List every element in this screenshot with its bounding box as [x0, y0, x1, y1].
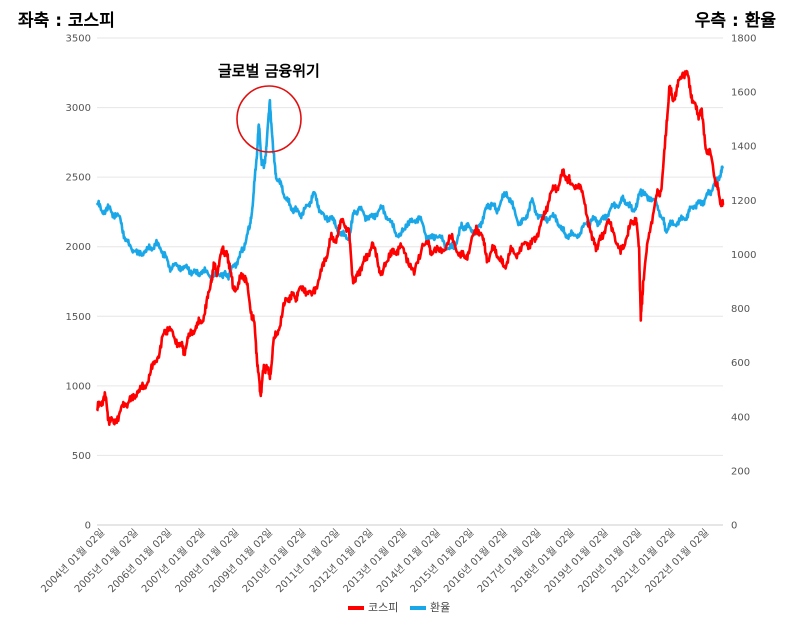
- x-tick-label: 2013년 01월 02일: [341, 527, 409, 595]
- series-line-right: [95, 98, 724, 281]
- x-tick-label: 2020년 01월 02일: [576, 527, 644, 595]
- x-tick-label: 2010년 01월 02일: [240, 527, 308, 595]
- legend: 코스피 환율: [348, 601, 450, 614]
- right-axis-title: 우측 : 환율: [695, 11, 777, 31]
- right-y-axis: 0 200 400 600 800 1000 1200 1400 1600 1800: [731, 34, 756, 532]
- x-tick-label: 2006년 01월 02일: [106, 527, 174, 595]
- left-tick-label: 2000: [66, 242, 91, 253]
- x-tick-label: 2004년 01월 02일: [39, 527, 107, 595]
- right-tick-label: 1800: [731, 34, 756, 45]
- crisis-annotation: 글로벌 금융위기: [218, 62, 320, 80]
- left-tick-label: 2500: [66, 173, 91, 184]
- x-tick-label: 2014년 01월 02일: [374, 527, 442, 595]
- legend-label: 환율: [430, 601, 450, 614]
- left-tick-label: 3000: [66, 103, 91, 114]
- right-tick-label: 800: [731, 304, 750, 315]
- right-tick-label: 1200: [731, 196, 756, 207]
- left-tick-label: 0: [85, 521, 91, 532]
- left-axis-title: 좌축 : 코스피: [18, 11, 115, 31]
- left-tick-label: 3500: [66, 34, 91, 45]
- crisis-highlight-circle: [236, 85, 302, 153]
- x-tick-label: 2021년 01월 02일: [609, 527, 677, 595]
- left-y-axis: 0 500 1000 1500 2000 2500 3000 3500: [66, 34, 91, 532]
- legend-swatch: [410, 606, 426, 610]
- x-tick-label: 2022년 01월 02일: [643, 527, 711, 595]
- right-tick-label: 1600: [731, 88, 756, 99]
- grid-lines: [97, 37, 723, 526]
- right-tick-label: 600: [731, 358, 750, 369]
- x-tick-label: 2015년 01월 02일: [408, 527, 476, 595]
- right-tick-label: 1400: [731, 142, 756, 153]
- left-tick-label: 1500: [66, 312, 91, 323]
- x-tick-label: 2009년 01월 02일: [206, 527, 274, 595]
- x-tick-label: 2007년 01월 02일: [139, 527, 207, 595]
- x-tick-label: 2005년 01월 02일: [72, 527, 140, 595]
- left-tick-label: 1000: [66, 381, 91, 392]
- x-tick-label: 2016년 01월 02일: [441, 527, 509, 595]
- series-line-left: [95, 69, 725, 426]
- legend-label: 코스피: [368, 601, 398, 614]
- x-tick-label: 2017년 01월 02일: [475, 527, 543, 595]
- x-tick-label: 2012년 01월 02일: [307, 527, 375, 595]
- x-tick-label: 2011년 01월 02일: [274, 527, 342, 595]
- series-lines: [95, 69, 725, 426]
- right-tick-label: 400: [731, 412, 750, 423]
- x-tick-label: 2008년 01월 02일: [173, 527, 241, 595]
- right-tick-label: 1000: [731, 250, 756, 261]
- right-tick-label: 0: [731, 521, 737, 532]
- left-tick-label: 500: [72, 451, 91, 462]
- legend-swatch: [348, 606, 364, 610]
- x-tick-label: 2019년 01월 02일: [542, 527, 610, 595]
- right-tick-label: 200: [731, 466, 750, 477]
- x-tick-label: 2018년 01월 02일: [509, 527, 577, 595]
